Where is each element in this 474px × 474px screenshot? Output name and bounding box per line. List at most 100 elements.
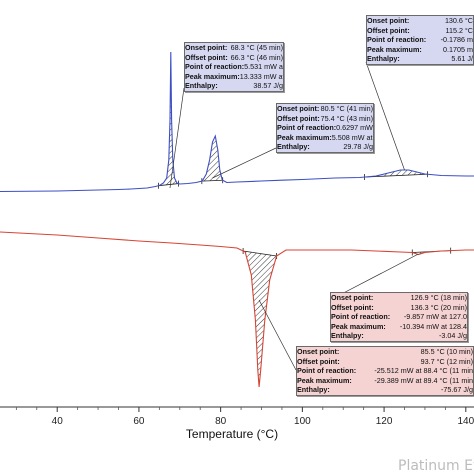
annotation-value: 38.57 J/g — [253, 81, 283, 91]
annotation-peak-125: Onset point: 130.6 °C Offset point: 115.2 … — [366, 15, 474, 65]
annotation-row: Point of reaction: -0.1786 m — [367, 35, 473, 45]
leader-line-4 — [258, 299, 297, 371]
x-tick-label-140: 140 — [457, 416, 474, 427]
annotation-label: Point of reaction: — [331, 312, 391, 322]
annotation-value: -75.67 J/g — [441, 385, 473, 395]
annotation-value: -3.04 J/g — [439, 331, 467, 341]
annotation-row: Peak maximum: -10.394 mW at 128.4 — [331, 322, 467, 332]
annotation-label: Peak maximum: — [367, 44, 422, 54]
annotation-row: Offset point: 115.2 °C — [367, 26, 473, 36]
annotation-label: Offset point: — [185, 52, 228, 62]
annotation-value: 13.333 mW at 67.8 °C (45 min) — [239, 71, 284, 81]
annotation-label: Offset point: — [331, 302, 374, 312]
annotation-label: Enthalpy: — [297, 385, 330, 395]
annotation-row: Offset point: 75.4 °C (43 min) — [277, 114, 373, 124]
annotation-label: Offset point: — [277, 113, 320, 123]
annotation-value: 68.3 °C (45 min) — [230, 43, 283, 52]
leader-line-1 — [212, 147, 277, 179]
annotation-peak-68: Onset point: 68.3 °C (45 min) Offset poin… — [184, 42, 284, 92]
annotation-label: Onset point: — [297, 347, 340, 356]
annotation-row: Peak maximum:13.333 mW at 67.8 °C (45 mi… — [185, 72, 283, 82]
annotation-row: Onset point: 85.5 °C (10 min) — [297, 347, 473, 357]
annotation-value: 29.78 J/g — [343, 142, 373, 152]
x-tick-label-60: 60 — [133, 416, 145, 427]
annotation-row: Enthalpy: -3.04 J/g — [331, 331, 467, 341]
annotation-label: Onset point: — [367, 16, 410, 25]
annotation-row: Enthalpy: 29.78 J/g — [277, 142, 373, 152]
annotation-row: Point of reaction: -9.857 mW at 127.0 — [331, 312, 467, 322]
annotation-row: Peak maximum: -29.389 mW at 89.4 °C (11 m… — [297, 376, 473, 386]
peak-baseline-1 — [201, 179, 223, 182]
annotation-label: Point of reaction: — [297, 366, 357, 376]
annotation-row: Onset point: 130.6 °C — [367, 16, 473, 26]
annotation-label: Offset point: — [297, 356, 340, 366]
shaded-peak-4 — [412, 250, 451, 255]
annotation-label: Enthalpy: — [367, 54, 400, 64]
annotation-label: Offset point: — [367, 25, 410, 35]
annotation-value: 0.1705 m — [443, 44, 473, 54]
x-axis-title: Temperature (°C) — [186, 427, 278, 441]
leader-line-2 — [365, 61, 405, 171]
peak-baseline-0 — [158, 183, 179, 187]
annotation-label: Point of reaction: — [367, 35, 427, 45]
annotation-value: 126.9 °C (18 min) — [410, 293, 467, 302]
annotation-row: Offset point: 66.3 °C (46 min) — [185, 53, 283, 63]
annotation-row: Enthalpy: 38.57 J/g — [185, 81, 283, 91]
annotation-value: 93.7 °C (12 min) — [420, 356, 473, 366]
peak-baseline-3 — [243, 250, 277, 257]
x-axis-ticks: 40 60 80 100 120 140 — [15, 407, 474, 427]
annotation-label: Peak maximum: — [297, 375, 352, 385]
annotation-peak-79: Onset point: 80.5 °C (41 min) Offset poin… — [276, 103, 374, 153]
x-tick-label-120: 120 — [376, 416, 393, 427]
curves — [0, 51, 474, 388]
annotation-label: Enthalpy: — [331, 331, 364, 341]
annotation-row: Point of reaction:0.6297 mW at 80.0 °C (… — [277, 123, 373, 133]
annotation-row: Onset point: 68.3 °C (45 min) — [185, 43, 283, 53]
annotation-value: -0.1786 m — [440, 35, 473, 45]
annotation-label: Peak maximum: — [331, 321, 386, 331]
shaded-peak-3 — [243, 251, 277, 387]
annotation-value: 136.3 °C (20 min) — [410, 302, 467, 312]
annotation-value: 5.61 J/ — [451, 54, 473, 64]
annotation-label: Enthalpy: — [185, 81, 218, 91]
series-line-heating — [0, 51, 474, 193]
annotation-label: Onset point: — [331, 293, 374, 302]
series-line-cooling — [0, 231, 474, 388]
annotation-value: 80.5 °C (41 min) — [320, 104, 373, 113]
annotation-value: 115.2 °C — [445, 25, 473, 35]
annotation-row: Point of reaction: -25.512 mW at 88.4 °C … — [297, 366, 473, 376]
annotation-label: Enthalpy: — [277, 142, 310, 152]
annotation-label: Point of reaction: — [277, 123, 337, 133]
annotation-row: Onset point: 126.9 °C (18 min) — [331, 293, 467, 303]
annotation-label: Onset point: — [185, 43, 228, 52]
shaded-peak-1 — [201, 136, 223, 182]
watermark: Platinum Eval — [398, 458, 474, 474]
annotation-label: Onset point: — [277, 104, 320, 113]
x-tick-label-100: 100 — [294, 416, 311, 427]
annotation-value: 66.3 °C (46 min) — [230, 52, 283, 62]
leader-line-0 — [169, 87, 185, 189]
annotation-value: 5.531 mW at 68.1 °C (45 min) — [244, 62, 283, 72]
annotation-value: 0.6297 mW at 80.0 °C (41 min) — [336, 123, 373, 133]
annotation-value: -29.389 mW at 89.4 °C (11 min — [374, 375, 473, 385]
annotation-value: -9.857 mW at 127.0 — [403, 312, 467, 322]
annotation-value: 130.6 °C — [444, 16, 473, 25]
x-tick-label-40: 40 — [52, 416, 64, 427]
annotation-row: Offset point: 93.7 °C (12 min) — [297, 357, 473, 367]
annotation-peak-89: Onset point: 85.5 °C (10 min) Offset poin… — [296, 346, 474, 396]
annotation-row: Onset point: 80.5 °C (41 min) — [277, 104, 373, 114]
annotation-row: Point of reaction:5.531 mW at 68.1 °C (4… — [185, 62, 283, 72]
annotation-value: -10.394 mW at 128.4 — [399, 321, 467, 331]
annotation-label: Point of reaction: — [185, 62, 245, 72]
annotation-value: -25.512 mW at 88.4 °C (11 min — [374, 366, 473, 376]
annotation-row: Peak maximum: 0.1705 m — [367, 45, 473, 55]
annotation-row: Enthalpy: -75.67 J/g — [297, 385, 473, 395]
annotation-value: 5.508 mW at 78.7 °C (42 min) — [331, 132, 373, 142]
annotation-peak-128: Onset point: 126.9 °C (18 min) Offset poi… — [330, 292, 468, 342]
annotation-value: 75.4 °C (43 min) — [320, 113, 373, 123]
annotation-row: Offset point: 136.3 °C (20 min) — [331, 303, 467, 313]
annotation-row: Peak maximum:5.508 mW at 78.7 °C (42 min… — [277, 133, 373, 143]
annotation-value: 85.5 °C (10 min) — [420, 347, 473, 356]
annotation-label: Peak maximum: — [185, 71, 240, 81]
